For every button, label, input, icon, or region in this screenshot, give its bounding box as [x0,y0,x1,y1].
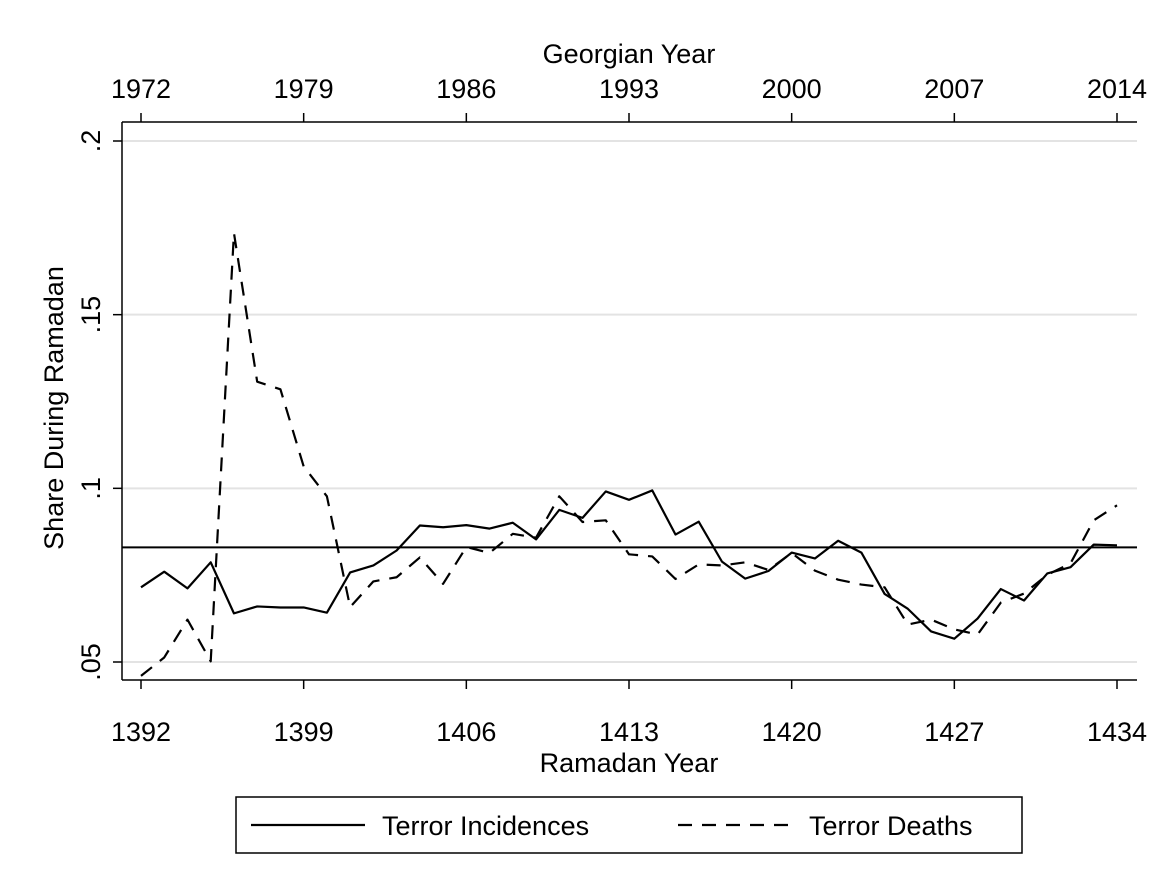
series-line-terror-deaths [140,231,1118,677]
legend-label-terror-deaths: Terror Deaths [809,811,973,841]
legend-label-terror-incidences: Terror Incidences [382,811,589,841]
gridlines [122,140,1137,663]
x-tick-label: 1427 [924,717,984,747]
legend-box [235,796,1023,854]
legend: Terror Incidences Terror Deaths [235,796,1023,854]
y-tick-label: .15 [76,296,106,334]
x-tick-label: 1399 [274,717,334,747]
top-tick-label: 1979 [274,74,334,104]
top-axis-title: Georgian Year [543,39,716,69]
top-tick-label: 1993 [599,74,659,104]
top-tick-label: 1972 [111,74,171,104]
top-tick-label: 2000 [762,74,822,104]
top-tick-label: 1986 [436,74,496,104]
top-tick-label: 2007 [924,74,984,104]
x-tick-label: 1420 [762,717,822,747]
x-tick-label: 1413 [599,717,659,747]
x-tick-label: 1406 [436,717,496,747]
top-tick-label: 2014 [1087,74,1147,104]
series-layer [140,231,1118,677]
y-axis-title: Share During Ramadan [39,266,69,550]
x-tick-label: 1392 [111,717,171,747]
series-line-terror-incidences [140,489,1118,640]
y-tick-label: .05 [76,643,106,681]
bottom-axis-title: Ramadan Year [540,748,719,778]
x-tick-label: 1434 [1087,717,1147,747]
y-tick-label: .2 [76,130,106,153]
axes: .05 .1 .15 .2 1392 1399 1406 1413 1420 1427 1434 19… [76,74,1147,747]
y-tick-label: .1 [76,477,106,500]
